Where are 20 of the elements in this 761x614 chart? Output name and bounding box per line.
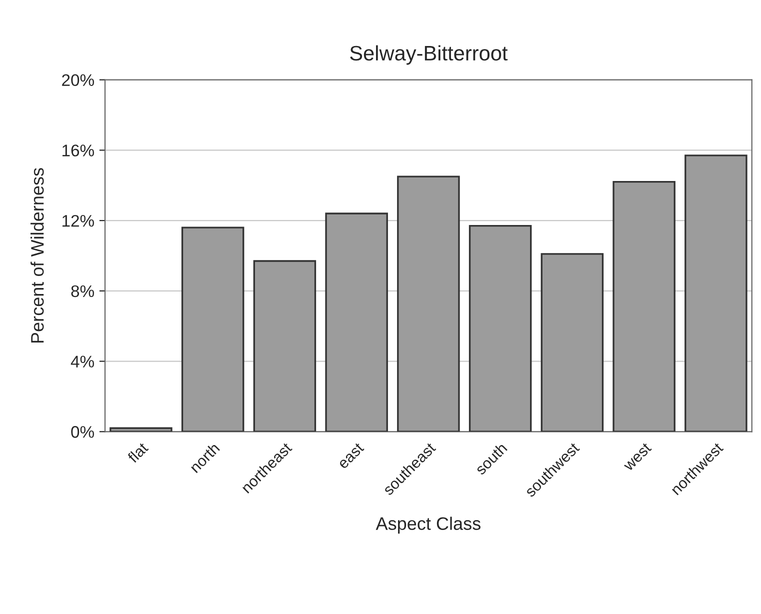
bar xyxy=(397,176,460,432)
y-tick-label: 16% xyxy=(62,144,94,156)
x-axis-title: Aspect Class xyxy=(376,516,480,534)
y-tick-label: 12% xyxy=(62,214,94,227)
y-axis-title: Percent of Wilderness xyxy=(30,168,44,343)
bar xyxy=(325,212,388,432)
y-tick-label: 8% xyxy=(71,285,94,298)
y-tick-label: 20% xyxy=(62,74,94,86)
bar xyxy=(253,260,316,432)
bar xyxy=(110,427,172,432)
bar xyxy=(684,154,748,432)
bar xyxy=(181,226,244,432)
chart-title: Selway-Bitterroot xyxy=(350,45,508,65)
bar xyxy=(540,253,604,432)
x-tick-label: east xyxy=(337,442,364,470)
x-tick-label: flat xyxy=(126,441,149,464)
y-tick-label: 4% xyxy=(70,356,94,368)
bar xyxy=(468,224,532,432)
y-tick-label: 0% xyxy=(71,426,94,438)
bar xyxy=(612,181,676,432)
